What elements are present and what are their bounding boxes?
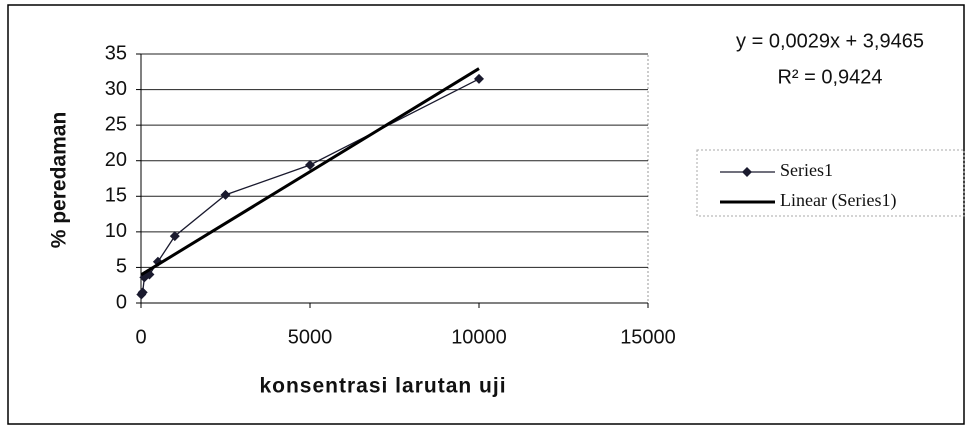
legend-label: Linear (Series1)	[780, 190, 896, 211]
series-line	[141, 79, 479, 295]
trend-equation: y = 0,0029x + 3,9465	[736, 30, 924, 52]
y-tick-label: 15	[105, 185, 127, 207]
r-squared: R² = 0,9424	[777, 66, 882, 88]
data-point	[474, 74, 484, 84]
y-tick-label: 10	[105, 220, 127, 242]
page: {"chart_data": {"type": "scatter", "x_la…	[0, 0, 967, 425]
legend-label: Series1	[780, 160, 833, 180]
y-tick-label: 5	[116, 256, 127, 278]
chart: y = 0,0029x + 3,9465 R² = 0,9424 % pered…	[0, 0, 967, 425]
y-axis-title: % peredaman	[48, 112, 71, 249]
x-tick-label: 5000	[288, 326, 333, 348]
series-line	[141, 69, 479, 275]
x-axis-title: konsentrasi larutan uji	[259, 375, 506, 398]
plot-area	[141, 54, 648, 303]
x-tick-label: 10000	[451, 326, 507, 348]
y-tick-label: 0	[116, 291, 127, 313]
y-tick-label: 30	[105, 78, 127, 100]
y-tick-label: 25	[105, 113, 127, 135]
legend-marker	[742, 167, 752, 177]
y-tick-label: 20	[105, 149, 127, 171]
x-tick-label: 15000	[620, 326, 676, 348]
y-tick-label: 35	[105, 42, 127, 64]
x-tick-label: 0	[135, 326, 146, 348]
